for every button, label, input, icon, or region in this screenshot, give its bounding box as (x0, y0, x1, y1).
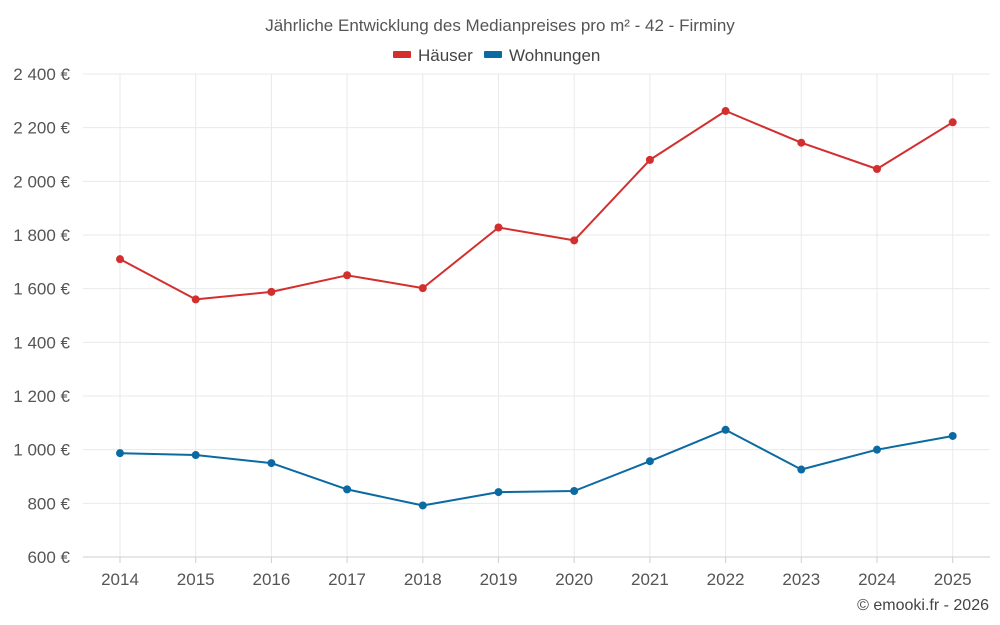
x-tick-label: 2023 (782, 570, 820, 589)
data-point-wohnungen[interactable] (797, 465, 806, 474)
x-tick-label: 2015 (177, 570, 215, 589)
axes: 600 € 800 € 1 000 € 1 200 € 1 400 € 1 600 € 1 … (13, 65, 990, 589)
plot-area (116, 107, 957, 510)
series-line-haeuser (119, 110, 954, 301)
y-tick-label: 800 € (27, 494, 70, 513)
data-point-haeuser[interactable] (721, 107, 730, 116)
y-tick-label: 2 400 € (13, 65, 70, 84)
credit-text: © emooki.fr - 2026 (857, 597, 989, 614)
legend-swatch-haeuser (393, 51, 411, 58)
y-tick-label: 2 000 € (13, 172, 70, 191)
data-point-haeuser[interactable] (191, 295, 200, 304)
y-tick-label: 600 € (27, 548, 70, 567)
legend-swatch-wohnungen (484, 51, 502, 58)
legend-label-haeuser: Häuser (418, 46, 473, 65)
x-tick-label: 2020 (555, 570, 593, 589)
x-tick-label: 2021 (631, 570, 669, 589)
y-tick-label: 1 400 € (13, 333, 70, 352)
data-point-wohnungen[interactable] (343, 485, 352, 494)
y-tick-label: 1 600 € (13, 280, 70, 299)
data-point-haeuser[interactable] (797, 138, 806, 147)
data-point-wohnungen[interactable] (191, 451, 200, 460)
data-point-wohnungen[interactable] (873, 445, 881, 454)
data-point-haeuser[interactable] (116, 255, 124, 264)
data-point-haeuser[interactable] (645, 155, 654, 164)
data-point-haeuser[interactable] (570, 236, 579, 245)
data-point-wohnungen[interactable] (721, 425, 730, 434)
data-point-wohnungen[interactable] (570, 486, 579, 495)
data-point-haeuser[interactable] (267, 287, 276, 296)
grid (83, 73, 990, 558)
data-point-haeuser[interactable] (948, 118, 957, 127)
data-point-haeuser[interactable] (418, 284, 427, 293)
data-point-wohnungen[interactable] (116, 449, 124, 458)
legend-item-wohnungen[interactable]: Wohnungen (484, 46, 600, 65)
chart-title: Jährliche Entwicklung des Medianpreises … (265, 16, 735, 35)
x-tick-label: 2025 (934, 570, 972, 589)
legend: Häuser Wohnungen (393, 46, 600, 65)
x-tick-label: 2016 (252, 570, 290, 589)
data-point-wohnungen[interactable] (267, 459, 276, 468)
x-tick-label: 2022 (707, 570, 745, 589)
x-tick-label: 2024 (858, 570, 896, 589)
data-point-haeuser[interactable] (494, 223, 503, 232)
series-line-wohnungen (119, 428, 953, 507)
data-point-wohnungen[interactable] (494, 488, 503, 497)
y-tick-label: 2 200 € (13, 119, 70, 138)
data-point-haeuser[interactable] (343, 271, 352, 280)
legend-item-haeuser[interactable]: Häuser (393, 46, 473, 65)
data-point-wohnungen[interactable] (948, 431, 957, 440)
y-tick-label: 1 000 € (13, 441, 70, 460)
y-tick-label: 1 800 € (13, 226, 70, 245)
data-point-wohnungen[interactable] (418, 501, 427, 510)
x-tick-label: 2018 (404, 570, 442, 589)
x-tick-label: 2019 (480, 570, 518, 589)
x-tick-label: 2014 (101, 570, 139, 589)
data-point-haeuser[interactable] (873, 164, 881, 173)
x-tick-label: 2017 (328, 570, 366, 589)
legend-label-wohnungen: Wohnungen (509, 46, 600, 65)
data-point-wohnungen[interactable] (645, 457, 654, 466)
y-tick-label: 1 200 € (13, 387, 70, 406)
